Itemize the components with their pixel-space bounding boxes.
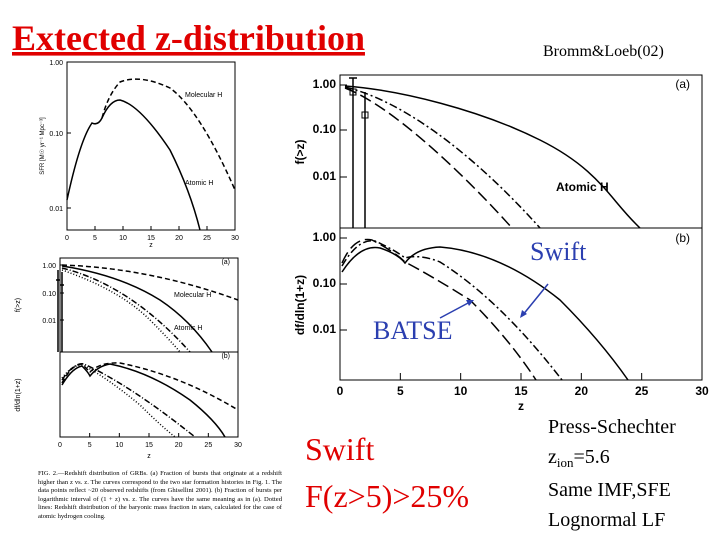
curve (341, 246, 629, 381)
x-tick-label: 30 (695, 384, 709, 398)
y-axis-label: f(>z) (15, 298, 22, 312)
x-tick-label: 20 (175, 442, 183, 449)
data-point (361, 111, 369, 119)
assumption: zion=5.6 (548, 446, 610, 470)
x-tick-label: 5 (93, 235, 97, 242)
y-tick-label: 0.01 (313, 322, 337, 336)
x-tick-label: 5 (397, 384, 404, 398)
curve-label: Atomic H (185, 180, 213, 187)
arrow (439, 301, 471, 319)
curve (61, 265, 213, 353)
x-tick-label: 15 (147, 235, 155, 242)
curve (61, 267, 191, 353)
curve (341, 239, 563, 381)
curve-label: Atomic H (556, 180, 609, 194)
y-tick-label: 0.01 (49, 206, 63, 213)
y-tick-label: 0.10 (42, 291, 56, 298)
y-tick-label: 1.00 (313, 77, 337, 91)
curve (61, 269, 181, 353)
x-tick-label: 25 (635, 384, 649, 398)
y-tick-label: 1.00 (313, 230, 337, 244)
x-tick-label: 0 (337, 384, 344, 398)
x-axis-label: z (518, 399, 524, 413)
y-tick-label: 0.10 (313, 122, 337, 136)
subscript: ion (557, 455, 574, 470)
x-tick-label: 20 (175, 235, 183, 242)
x-tick-label: 25 (204, 442, 212, 449)
x-axis-label: z (147, 453, 151, 460)
curve (61, 264, 239, 301)
x-tick-label: 15 (145, 442, 153, 449)
y-tick-label: 0.10 (313, 276, 337, 290)
error-bars (349, 77, 366, 228)
y-axis-label: f(>z) (293, 140, 307, 165)
x-tick-label: 25 (203, 235, 211, 242)
y-tick-label: 0.01 (42, 318, 56, 325)
y-axis-label: df/dln(1+z) (293, 275, 307, 335)
curve-label: Molecular H (174, 292, 211, 299)
assumption: Same IMF,SFE (548, 479, 671, 501)
panel-label: (a) (221, 259, 230, 266)
y-tick-label: 0.01 (313, 169, 337, 183)
assumption: Lognormal LF (548, 509, 665, 531)
curve (344, 86, 541, 229)
x-tick-label: 10 (115, 442, 123, 449)
curve-label: Atomic H (174, 325, 202, 332)
y-tick-label: 0.10 (49, 131, 63, 138)
panel-label: (a) (675, 77, 690, 91)
x-tick-label: 5 (88, 442, 92, 449)
symbol: z (548, 446, 557, 468)
plot-frame (59, 257, 239, 353)
curve (61, 363, 226, 438)
arrow (521, 283, 549, 317)
x-tick-label: 0 (58, 442, 62, 449)
curve-molecular (101, 78, 236, 191)
curve (344, 87, 513, 229)
x-tick-label: 15 (514, 384, 528, 398)
x-tick-label: 20 (575, 384, 589, 398)
figure-caption: FIG. 2.—Redshift distribution of GRBs. (… (38, 470, 282, 520)
curve-atomic (66, 99, 201, 231)
arrow-head (520, 310, 527, 318)
arrow-head (466, 300, 474, 306)
value: =5.6 (574, 446, 610, 468)
annotation: Swift (530, 237, 587, 266)
x-tick-label: 10 (119, 235, 127, 242)
swift-note: F(z>5)>25% (305, 478, 469, 514)
y-tick-label: 1.00 (42, 263, 56, 270)
slide-title: Extected z-distribution (12, 18, 365, 58)
curve (61, 363, 196, 438)
plot-frame (339, 74, 703, 229)
x-tick-label: 10 (454, 384, 468, 398)
x-axis-label: z (149, 242, 153, 249)
x-tick-label: 30 (234, 442, 242, 449)
curve-label: Molecular H (185, 92, 222, 99)
curve (61, 364, 176, 438)
curve (341, 238, 537, 381)
y-axis-label: SFR [M☉ yr⁻¹ Mpc⁻³] (39, 117, 46, 175)
error-bars (56, 270, 64, 352)
annotation: BATSE (373, 316, 452, 345)
y-tick-label: 1.00 (49, 60, 63, 67)
citation: Bromm&Loeb(02) (543, 43, 664, 60)
assumption: Press-Schechter (548, 416, 676, 438)
curve (344, 85, 641, 229)
panel-label: (b) (221, 353, 230, 360)
x-tick-label: 30 (231, 235, 239, 242)
data-point (349, 88, 357, 96)
y-axis-label: df/dln(1+z) (15, 378, 22, 411)
swift-note: Swift (305, 431, 374, 467)
x-tick-label: 0 (65, 235, 69, 242)
panel-label: (b) (675, 231, 690, 245)
plot-frame (66, 61, 236, 231)
curve (61, 362, 239, 411)
